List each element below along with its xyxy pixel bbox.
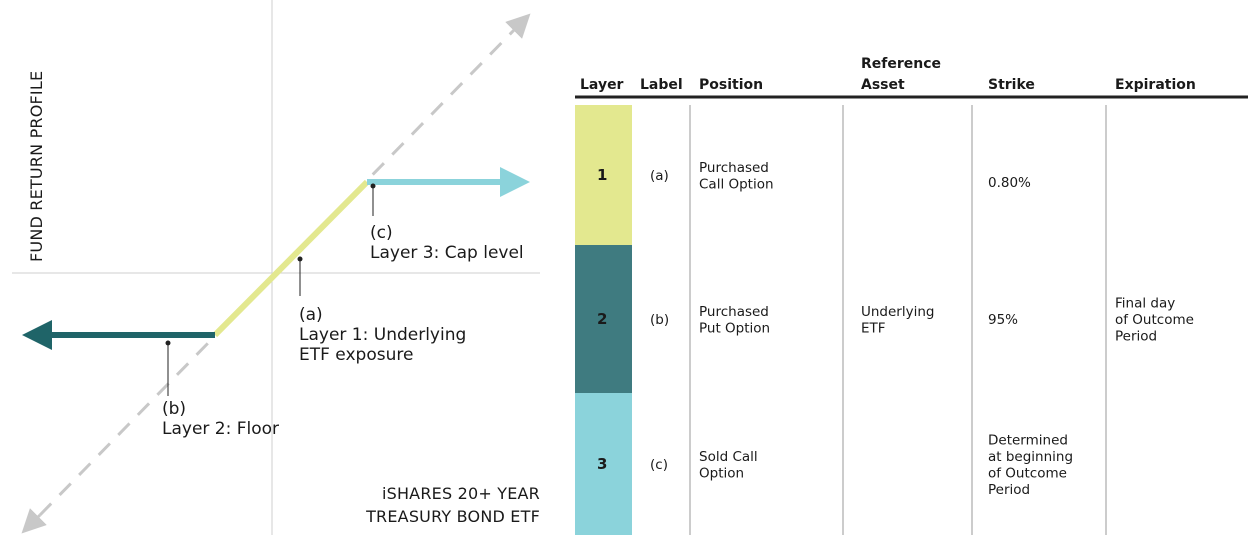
cell-text: at beginning [988,449,1073,465]
cell-text: (a) [650,168,669,184]
layer-cell [575,245,632,393]
cell-text: (b) [650,312,669,328]
annotation-label: (a) [299,305,323,325]
dot [370,183,376,189]
column-header: Layer [580,77,624,93]
cell-text: Underlying [861,304,934,320]
cell-text: Period [1115,329,1157,345]
annotation-label: (b) [162,399,186,419]
column-header: Reference [861,56,941,72]
cell-text: Sold Call [699,449,758,465]
cell-text: Period [988,482,1030,498]
annotation-text: Layer 3: Cap level [370,243,524,263]
cell-text: Put Option [699,320,770,336]
cell-text: Final day [1115,296,1175,312]
cell-text: Purchased [699,160,769,176]
column-header: Label [640,77,683,93]
diagram: FUND RETURN PROFILE iSHARES 20+ YEAR TRE… [12,0,540,535]
y-axis-label: FUND RETURN PROFILE [27,71,46,262]
layer-number: 1 [597,166,607,184]
layer-1-line [212,179,370,338]
table: Layer Label Position Reference Asset Strike Ex… [575,56,1248,535]
arrow-down [21,508,47,534]
cell-text: Determined [988,432,1068,448]
annotation-text: Layer 1: Underlying [299,325,466,345]
x-axis-label: TREASURY BOND ETF [365,507,540,526]
layer-cell [575,105,632,245]
cell-text: Option [699,465,744,481]
cell-text: Call Option [699,176,774,192]
dot [297,256,303,262]
cell-text: 95% [988,312,1018,328]
annotation-text: Layer 2: Floor [162,419,279,439]
column-header: Expiration [1115,77,1196,93]
cell-text: (c) [650,457,668,473]
dot [165,340,171,346]
cell-text: ETF [861,320,886,336]
layer-cell [575,393,632,535]
cell-text: Purchased [699,304,769,320]
annotations: (c)Layer 3: Cap level (a)Layer 1: Underly… [162,223,524,439]
arrow-up [505,13,531,39]
cell-text: 0.80% [988,175,1031,191]
column-header: Asset [861,77,905,93]
cell-text: of Outcome [1115,312,1194,328]
column-header: Position [699,77,763,93]
annotation-label: (c) [370,223,393,243]
layer-number: 2 [597,310,607,328]
cell-text: of Outcome [988,465,1067,481]
annotation-text: ETF exposure [299,345,413,365]
layer-number: 3 [597,455,607,473]
x-axis-label: iSHARES 20+ YEAR [382,484,540,503]
column-header: Strike [988,77,1035,93]
